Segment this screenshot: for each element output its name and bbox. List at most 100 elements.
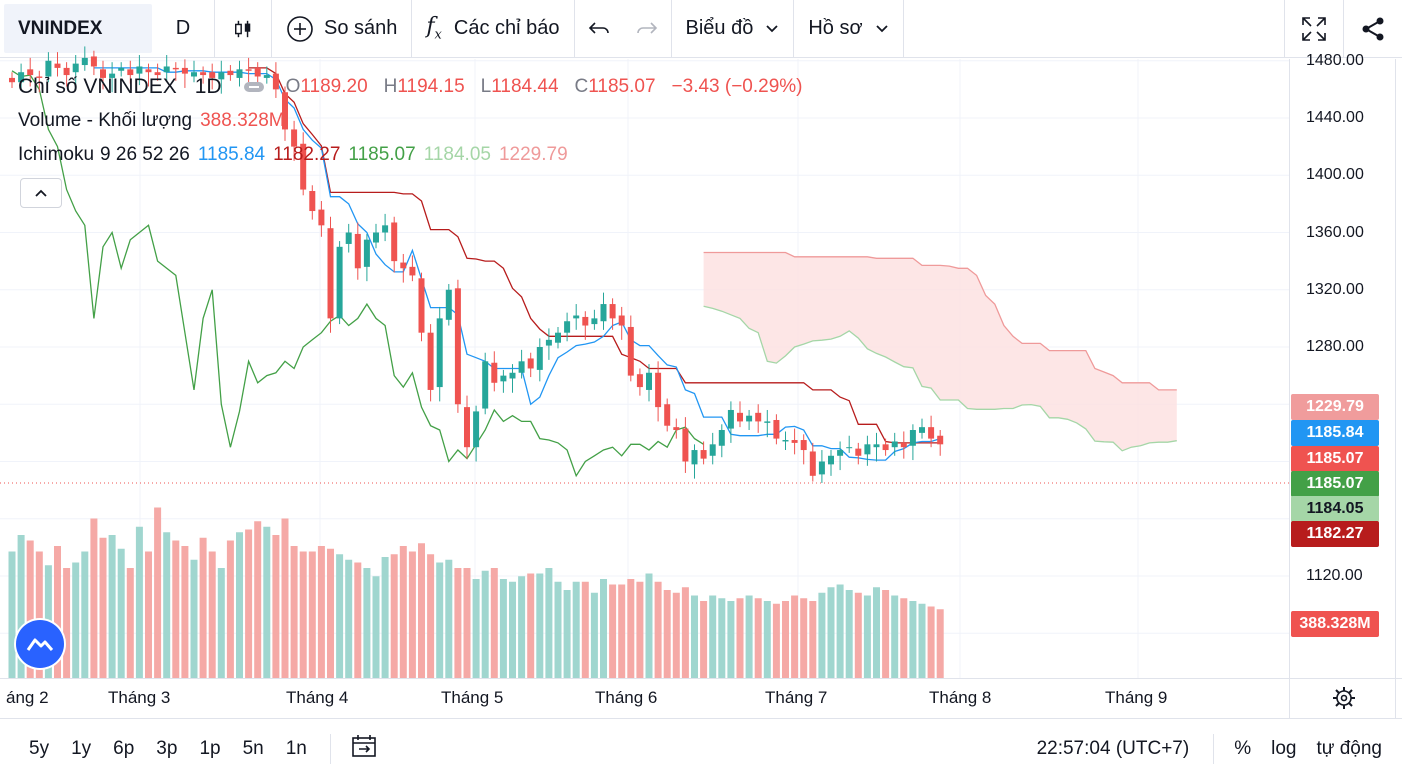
volume-bar (836, 584, 844, 678)
range-5y-button[interactable]: 5y (29, 737, 50, 759)
range-5d-button[interactable]: 5n (242, 737, 264, 759)
candle-body (127, 69, 134, 76)
candle-body (227, 70, 234, 76)
range-1d-button[interactable]: 1n (285, 737, 307, 759)
volume-bar (372, 576, 380, 678)
volume-bar (290, 546, 298, 678)
candle-body (727, 409, 734, 429)
candle-body (154, 72, 161, 76)
legend-ichimoku-row[interactable]: Ichimoku 9 26 52 26 1185.84 1182.27 1185… (18, 138, 811, 172)
time-axis-label: áng 2 (6, 688, 49, 707)
volume-bar (863, 595, 871, 678)
chikou-line (11, 70, 704, 478)
volume-bar (818, 592, 826, 678)
volume-bar (882, 590, 890, 678)
brand-logo[interactable] (16, 620, 64, 668)
candle-body (837, 450, 844, 456)
interval-button[interactable]: D (175, 17, 191, 39)
candle-body (882, 444, 889, 451)
price-tick-label: 1320.00 (1306, 280, 1364, 298)
volume-label: Volume - Khối lượng (18, 110, 193, 131)
share-button[interactable] (1344, 0, 1402, 57)
price-chart[interactable] (0, 0, 1402, 718)
candle-body (682, 428, 689, 462)
chart-legend: Chỉ số VNINDEX 1D O1189.20 H1194.15 L118… (18, 70, 811, 172)
volume-bar (590, 592, 598, 678)
fullscreen-icon (1302, 16, 1326, 41)
candle-body (245, 69, 252, 71)
collapse-legend-button[interactable] (20, 178, 62, 208)
volume-bar (609, 584, 617, 678)
candle-body (445, 289, 452, 320)
candle-body (664, 404, 671, 426)
volume-bar (927, 606, 935, 678)
volume-bar (718, 598, 726, 678)
price-axis-label: 1185.07 (1291, 446, 1379, 472)
compare-button[interactable]: So sánh (272, 0, 411, 57)
volume-bar (345, 559, 353, 678)
volume-bar (217, 568, 225, 678)
volume-bar (709, 595, 717, 678)
volume-bar (35, 551, 43, 678)
range-3m-button[interactable]: 3p (156, 737, 178, 759)
tenkan-line (93, 67, 941, 461)
log-scale-toggle[interactable]: log (1271, 737, 1297, 759)
candle-body (373, 232, 379, 243)
volume-bar (445, 559, 453, 678)
profile-dropdown[interactable]: Hồ sơ (794, 0, 902, 57)
candle-body (737, 412, 743, 422)
volume-bar (163, 532, 171, 678)
chevron-down-icon (875, 24, 888, 32)
volume-bar (354, 562, 362, 678)
volume-bar (190, 559, 198, 678)
settings-button[interactable] (1332, 686, 1356, 715)
fx-icon: fx (426, 14, 442, 43)
candle-body (300, 143, 307, 190)
calendar-icon (352, 734, 376, 757)
range-6m-button[interactable]: 6p (113, 737, 135, 759)
legend-main-row[interactable]: Chỉ số VNINDEX 1D O1189.20 H1194.15 L118… (18, 75, 803, 98)
candle-body (27, 69, 34, 76)
legend-volume-row[interactable]: Volume - Khối lượng 388.328M (18, 104, 811, 138)
indicators-button[interactable]: fx Các chỉ báo (412, 0, 573, 57)
volume-bar (72, 562, 80, 678)
hide-series-icon[interactable] (243, 82, 264, 92)
auto-scale-toggle[interactable]: tự động (1316, 737, 1382, 759)
candle-body (163, 66, 170, 73)
candle-body (500, 375, 507, 382)
percent-scale-toggle[interactable]: % (1234, 737, 1252, 759)
redo-icon (636, 21, 657, 34)
go-to-date-button[interactable] (343, 734, 385, 764)
volume-bar (700, 601, 708, 678)
chart-type-dropdown[interactable]: Biểu đồ (672, 0, 794, 57)
candle-body (609, 304, 616, 319)
symbol-search-button[interactable]: VNINDEX (4, 4, 152, 53)
redo-button[interactable] (623, 0, 671, 57)
candle-body (700, 450, 707, 459)
undo-button[interactable] (575, 0, 623, 57)
volume-bar (245, 529, 253, 678)
volume-bar (745, 595, 753, 678)
volume-bar (918, 603, 926, 678)
candle-body (172, 67, 179, 70)
price-tick-label: 1440.00 (1306, 109, 1364, 126)
low-value: 1184.44 (491, 76, 559, 97)
range-1m-button[interactable]: 1p (199, 737, 221, 759)
volume-bar (454, 568, 462, 678)
share-icon (1362, 17, 1384, 40)
range-1y-button[interactable]: 1y (71, 737, 92, 759)
volume-bar (81, 551, 89, 678)
candle-body (336, 246, 343, 319)
volume-bar (26, 540, 34, 678)
volume-bar (172, 540, 180, 678)
candle-body (318, 209, 325, 226)
clock-time[interactable]: 22:57:04 (UTC+7) (1036, 737, 1190, 759)
volume-bar (645, 573, 653, 678)
volume-bar (809, 601, 817, 678)
candle-body (464, 407, 470, 448)
candle-body (846, 447, 853, 449)
candle-body (409, 266, 416, 276)
candle-style-button[interactable] (215, 0, 271, 57)
fullscreen-button[interactable] (1285, 0, 1343, 57)
candle-body (518, 361, 525, 373)
